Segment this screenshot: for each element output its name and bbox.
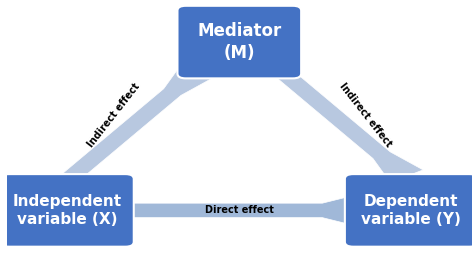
FancyBboxPatch shape — [345, 174, 474, 247]
Polygon shape — [130, 197, 348, 224]
Polygon shape — [273, 68, 423, 183]
Text: Direct effect: Direct effect — [205, 205, 274, 215]
FancyBboxPatch shape — [177, 6, 301, 78]
Text: Dependent
variable (Y): Dependent variable (Y) — [362, 194, 461, 227]
Polygon shape — [63, 65, 214, 180]
Text: Mediator
(M): Mediator (M) — [197, 22, 282, 62]
Text: Indirect effect: Indirect effect — [85, 82, 142, 149]
Text: Indirect effect: Indirect effect — [337, 82, 393, 149]
Text: Independent
variable (X): Independent variable (X) — [13, 194, 122, 227]
FancyBboxPatch shape — [1, 174, 134, 247]
